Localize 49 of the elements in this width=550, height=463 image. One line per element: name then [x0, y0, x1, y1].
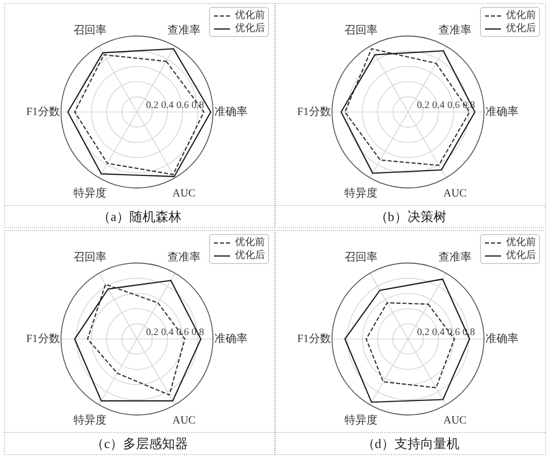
y-tick-label: 0.2: [416, 327, 430, 338]
text: （b）决策树: [276, 205, 545, 227]
y-tick-label: 0.4: [432, 327, 445, 338]
spoke-label: 查准率: [438, 24, 472, 37]
spoke-label: 特异度: [74, 413, 106, 426]
spoke-label: 召回率: [344, 24, 378, 37]
y-tick-label: 0.6: [176, 100, 189, 111]
legend-label: 优化后: [235, 249, 265, 262]
y-tick-label: 0.6: [176, 327, 189, 338]
spoke-label: 准确率: [214, 105, 248, 118]
y-tick-label: 0.4: [432, 100, 445, 111]
spoke-label: 查准率: [438, 250, 472, 264]
spoke-label: F1分数: [26, 106, 60, 118]
spoke-label: 准确率: [486, 105, 518, 118]
spoke-label: AUC: [172, 414, 196, 426]
spoke-label: 查准率: [168, 24, 200, 37]
spoke-label: AUC: [443, 187, 467, 200]
spoke-label: 准确率: [214, 332, 248, 345]
legend-label: 优化后: [506, 22, 536, 35]
spoke-label: F1分数: [297, 106, 331, 118]
y-tick-label: 0.6: [447, 100, 460, 111]
spoke-label: 召回率: [74, 250, 106, 264]
spoke-label: F1分数: [297, 333, 331, 345]
legend-label: 优化后: [235, 22, 265, 35]
y-tick-label: 0.8: [192, 100, 204, 111]
spoke-label: 特异度: [74, 186, 106, 200]
spoke-label: AUC: [172, 187, 196, 200]
legend-label: 优化前: [235, 236, 265, 249]
text: （a）随机森林: [5, 205, 274, 227]
text: （d）支持向量机: [276, 432, 545, 454]
spoke-label: 召回率: [74, 24, 106, 37]
text: （c）多层感知器: [5, 432, 274, 454]
legend-label: 优化前: [506, 236, 536, 249]
y-tick-label: 0.6: [447, 327, 460, 338]
spoke-label: 特异度: [344, 413, 378, 426]
spoke-label: 召回率: [344, 250, 378, 264]
y-tick-label: 0.4: [161, 100, 174, 111]
y-tick-label: 0.2: [146, 100, 158, 111]
y-tick-label: 0.2: [416, 100, 430, 111]
spoke-label: F1分数: [26, 333, 60, 345]
spoke-label: AUC: [443, 414, 467, 426]
legend-label: 优化前: [235, 9, 265, 22]
y-tick-label: 0.4: [161, 327, 174, 338]
legend-label: 优化前: [506, 9, 536, 22]
spoke-label: 准确率: [486, 332, 518, 345]
y-tick-label: 0.2: [146, 327, 158, 338]
spoke-label: 查准率: [168, 250, 200, 264]
legend-label: 优化后: [506, 249, 536, 262]
spoke-label: 特异度: [344, 186, 378, 200]
